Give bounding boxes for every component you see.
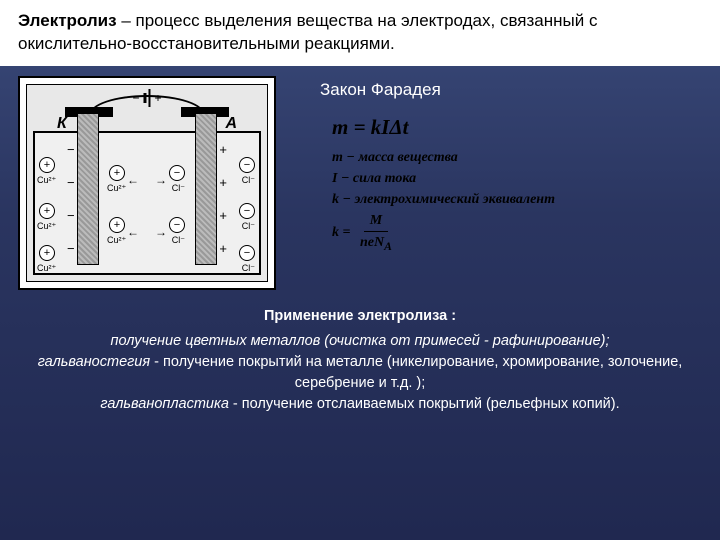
cathode-electrode	[77, 113, 99, 265]
ion-cu-label: Cu²⁺	[37, 175, 56, 186]
law-title: Закон Фарадея	[320, 80, 702, 100]
ion-cu-icon: +	[109, 165, 125, 181]
cathode-signs: − − − −	[67, 133, 75, 265]
arrow-right-icon: →	[155, 225, 167, 239]
title-term: Электролиз	[18, 11, 117, 30]
minus-sign: −	[67, 241, 75, 256]
minus-sign: −	[67, 142, 75, 157]
application-2-term: гальваностегия	[38, 354, 150, 370]
plus-sign: +	[219, 175, 227, 190]
title-text: Электролиз – процесс выделения вещества …	[18, 11, 597, 53]
plus-sign: +	[219, 208, 227, 223]
application-line-1: получение цветных металлов (очистка от п…	[28, 331, 692, 352]
application-line-2: гальваностегия - получение покрытий на м…	[28, 352, 692, 394]
anode-electrode	[195, 113, 217, 265]
arrow-left-icon: ←	[127, 225, 139, 239]
battery-icon: − +	[130, 89, 163, 107]
ion-cl-label: Cl⁻	[172, 183, 185, 194]
ion-cu-icon: +	[39, 245, 55, 261]
arrow-right-icon: →	[155, 173, 167, 187]
anode-signs: + + + +	[219, 133, 227, 265]
ion-cu-icon: +	[39, 203, 55, 219]
applications-heading: Применение электролиза :	[28, 306, 692, 327]
ion-cu-icon: +	[39, 157, 55, 173]
battery-plus: +	[153, 91, 164, 105]
content-row: − + К А − − − − + + + +	[0, 66, 720, 300]
arrow-left-icon: ←	[127, 173, 139, 187]
ion-cl-icon: −	[239, 203, 255, 219]
ion-cl-label: Cl⁻	[242, 263, 255, 274]
battery-minus: −	[130, 91, 141, 105]
minus-sign: −	[67, 175, 75, 190]
ion-cl-label: Cl⁻	[242, 221, 255, 232]
electrolysis-diagram: − + К А − − − − + + + +	[18, 76, 276, 290]
plus-sign: +	[219, 142, 227, 157]
ion-cu-icon: +	[109, 217, 125, 233]
formula-block: m = kIΔt m − масса вещества I − сила ток…	[332, 112, 702, 256]
ion-cl-icon: −	[239, 245, 255, 261]
ion-cl-icon: −	[239, 157, 255, 173]
applications-block: Применение электролиза : получение цветн…	[0, 300, 720, 415]
ion-cu-label: Cu²⁺	[107, 235, 126, 246]
main-formula: m = kIΔt	[332, 112, 702, 144]
plus-sign: +	[219, 241, 227, 256]
application-1-text: получение цветных металлов (очистка от п…	[110, 333, 609, 349]
ion-cu-label: Cu²⁺	[107, 183, 126, 194]
ion-cu-label: Cu²⁺	[37, 263, 56, 274]
application-3-term: гальванопластика	[100, 396, 229, 412]
m-desc: m − масса вещества	[332, 147, 702, 168]
minus-sign: −	[67, 208, 75, 223]
k-eq: k =	[332, 225, 350, 240]
diagram-inner: − + К А − − − − + + + +	[26, 84, 268, 282]
ion-cl-icon: −	[169, 165, 185, 181]
ion-cl-icon: −	[169, 217, 185, 233]
application-3-rest: - получение отслаиваемых покрытий (релье…	[229, 396, 620, 412]
battery-short-plate	[144, 93, 147, 103]
i-desc: I − сила тока	[332, 168, 702, 189]
header-block: Электролиз – процесс выделения вещества …	[0, 0, 720, 66]
frac-bot: neNA	[354, 232, 398, 255]
fraction-icon: M neNA	[354, 210, 398, 255]
application-2-rest: - получение покрытий на металле (никелир…	[150, 354, 682, 391]
frac-top: M	[364, 210, 388, 232]
formula-column: Закон Фарадея m = kIΔt m − масса веществ…	[292, 76, 702, 256]
k-formula: k = M neNA	[332, 210, 702, 255]
ion-cu-label: Cu²⁺	[37, 221, 56, 232]
ion-cl-label: Cl⁻	[242, 175, 255, 186]
ion-cl-label: Cl⁻	[172, 235, 185, 246]
battery-long-plate	[149, 89, 151, 107]
application-line-3: гальванопластика - получение отслаиваемы…	[28, 394, 692, 415]
k-desc: k − электрохимический эквивалент	[332, 189, 702, 210]
